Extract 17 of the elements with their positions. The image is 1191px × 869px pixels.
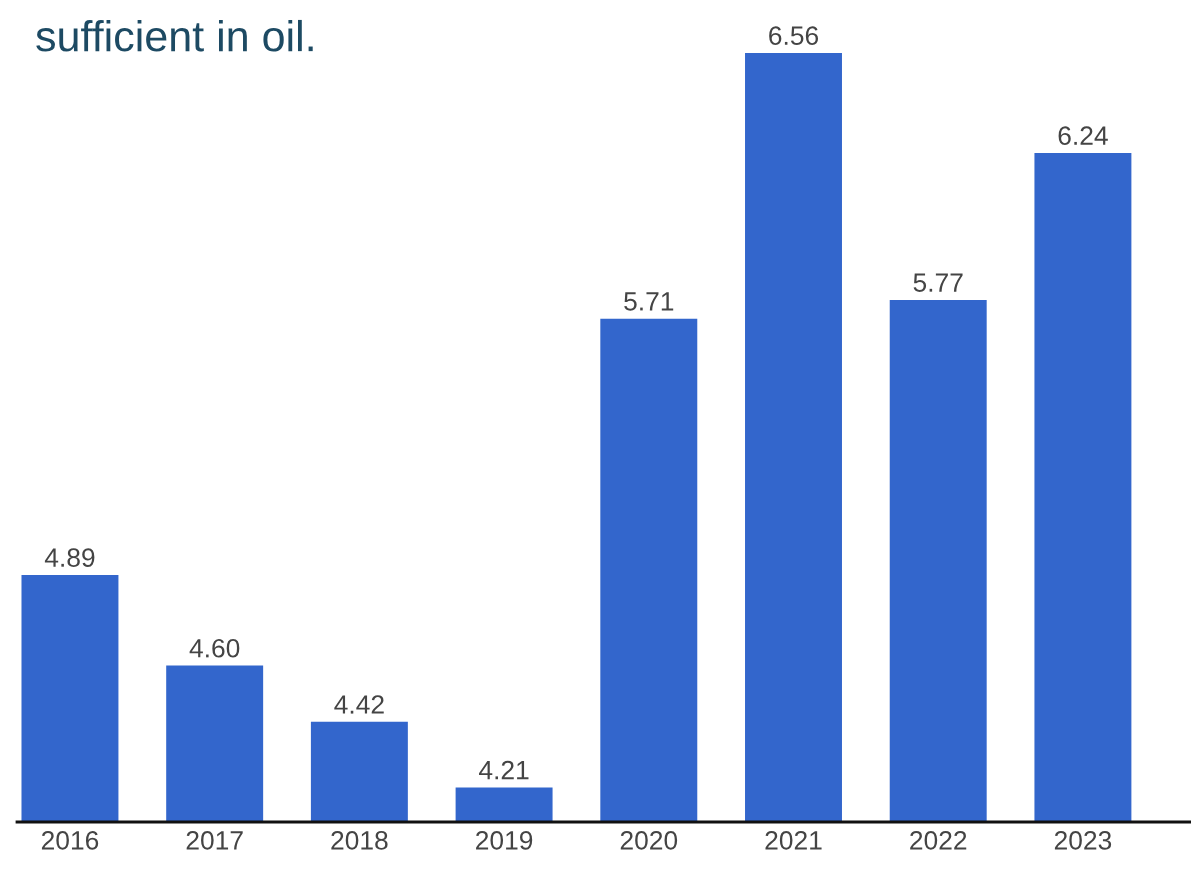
x-tick-label: 2016 <box>41 831 99 850</box>
x-tick-label: 2021 <box>765 831 822 850</box>
x-tick-label: 2022 <box>910 831 967 850</box>
chart-title: sufficient in oil. <box>36 19 313 52</box>
x-tick-label: 2023 <box>1054 831 1112 850</box>
data-label: 4.60 <box>189 638 240 658</box>
x-tick-label: 2020 <box>620 831 678 850</box>
x-tick-label: 2019 <box>476 831 533 850</box>
data-label: 4.89 <box>44 548 95 567</box>
data-label: 6.56 <box>769 26 819 46</box>
data-label: 4.21 <box>479 760 529 780</box>
x-tick-label: 2017 <box>186 831 243 850</box>
data-label: 6.24 <box>1058 126 1108 146</box>
data-label: 5.77 <box>913 273 963 292</box>
data-label: 4.42 <box>334 695 384 714</box>
data-label: 5.71 <box>624 292 674 311</box>
x-tick-label: 2018 <box>331 831 388 850</box>
